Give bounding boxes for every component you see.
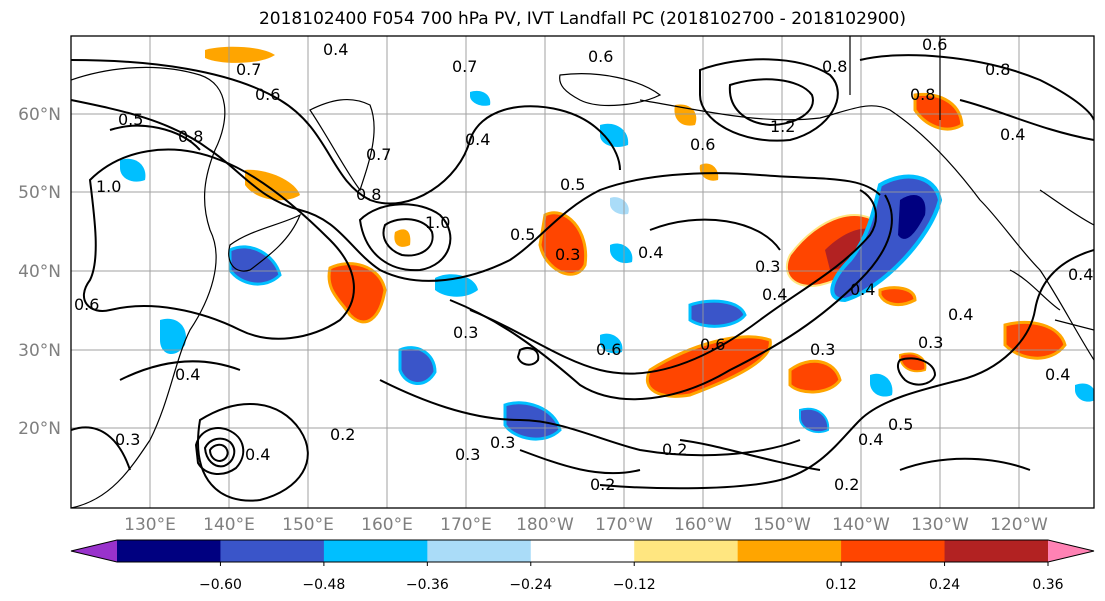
contour-labels: 0.4 0.6 0.7 0.6 0.5 0.8 0.7 0.4 0.5 0.8 …: [74, 35, 1093, 494]
contour-label: 0.6: [255, 85, 280, 104]
lon-tick-label: 140°E: [203, 515, 255, 535]
contour-label: 0.8: [910, 85, 935, 104]
colorbar-tick-label: −0.24: [509, 577, 552, 593]
contour-label: 0.4: [948, 305, 973, 324]
lat-tick-label: 50°N: [18, 183, 61, 203]
contour-label: 0.6: [588, 47, 613, 66]
latitude-labels: 60°N 50°N 40°N 30°N 20°N: [18, 105, 61, 439]
colorbar-tick-label: −0.36: [406, 577, 449, 593]
pv-contours: [71, 54, 1094, 502]
contour-label: 0.8: [822, 57, 847, 76]
lon-tick-label: 160°E: [361, 515, 413, 535]
map-title: 2018102400 F054 700 hPa PV, IVT Landfall…: [258, 9, 906, 29]
colorbar-extend-low: [71, 540, 117, 562]
lat-tick-label: 20°N: [18, 419, 61, 439]
colorbar-outline: [70, 539, 1095, 563]
colorbar-tick-label: 0.36: [1032, 577, 1063, 593]
contour-label: 0.4: [858, 430, 883, 449]
colorbar-segment: [530, 540, 635, 562]
colorbar-segment: [323, 540, 428, 562]
lon-tick-label: 150°E: [282, 515, 334, 535]
lon-tick-label: 160°W: [674, 515, 732, 535]
colorbar-segment: [634, 540, 739, 562]
lon-tick-label: 130°E: [124, 515, 176, 535]
colorbar-segment: [117, 540, 221, 562]
contour-label: 0.4: [245, 445, 270, 464]
contour-label: 0.5: [510, 225, 535, 244]
contour-label: 0.6: [74, 295, 99, 314]
map-frame: [70, 35, 1095, 509]
contour-label: 0.8: [356, 185, 381, 204]
contour-label: 0.3: [453, 323, 478, 342]
contour-label: 0.5: [888, 415, 913, 434]
contour-label: 0.2: [590, 475, 615, 494]
contour-label: 1.2: [770, 117, 795, 136]
contour-label: 0.6: [596, 340, 621, 359]
contour-label: 0.5: [118, 110, 143, 129]
colorbar-segment: [427, 540, 532, 562]
contour-label: 0.4: [465, 130, 490, 149]
contour-label: 0.2: [834, 475, 859, 494]
contour-label: 0.7: [236, 60, 261, 79]
colorbar-segment: [220, 540, 325, 562]
lon-tick-label: 120°W: [990, 515, 1048, 535]
contour-label: 0.4: [1045, 365, 1070, 384]
lon-tick-label: 170°E: [440, 515, 492, 535]
contour-label: 0.6: [700, 335, 725, 354]
colorbar: −0.60−0.48−0.36−0.24−0.120.120.240.360.4…: [70, 539, 1095, 593]
colorbar-segment: [737, 540, 842, 562]
contour-label: 0.4: [175, 365, 200, 384]
colorbar-tick-label: 0.12: [826, 577, 857, 593]
contour-label: 0.4: [638, 243, 663, 262]
coastlines: [71, 36, 1094, 508]
shading-negative: [120, 90, 1094, 441]
contour-label: 0.4: [1068, 265, 1093, 284]
contour-label: 0.4: [323, 40, 348, 59]
contour-label: 1.0: [425, 213, 450, 232]
contour-label: 0.8: [178, 127, 203, 146]
contour-label: 0.7: [366, 145, 391, 164]
map-panel: 0.4 0.6 0.7 0.6 0.5 0.8 0.7 0.4 0.5 0.8 …: [71, 35, 1094, 508]
lon-tick-label: 140°W: [832, 515, 890, 535]
contour-label: 0.3: [555, 245, 580, 264]
contour-label: 0.6: [690, 135, 715, 154]
contour-label: 0.3: [918, 333, 943, 352]
contour-label: 0.3: [490, 433, 515, 452]
contour-label: 0.7: [452, 57, 477, 76]
colorbar-tick-label: 0.24: [929, 577, 960, 593]
lon-tick-label: 180°W: [516, 515, 574, 535]
contour-label: 0.5: [560, 175, 585, 194]
contour-label: 0.4: [1000, 125, 1025, 144]
contour-label: 0.6: [922, 35, 947, 54]
lon-tick-label: 170°W: [595, 515, 653, 535]
colorbar-segment: [841, 540, 946, 562]
contour-label: 0.3: [115, 430, 140, 449]
contour-label: 0.8: [985, 60, 1010, 79]
lat-tick-label: 40°N: [18, 262, 61, 282]
contour-label: 0.2: [330, 425, 355, 444]
lon-tick-label: 130°W: [911, 515, 969, 535]
lon-tick-label: 150°W: [753, 515, 811, 535]
contour-label: 0.2: [662, 440, 687, 459]
contour-label: 1.0: [96, 177, 121, 196]
colorbar-tick-label: −0.12: [613, 577, 656, 593]
colorbar-extend-high: [1048, 540, 1094, 562]
contour-label: 0.4: [762, 285, 787, 304]
lat-tick-label: 60°N: [18, 105, 61, 125]
colorbar-segment: [944, 540, 1049, 562]
shading-positive: [205, 46, 1067, 398]
contour-label: 0.4: [850, 280, 875, 299]
lat-tick-label: 30°N: [18, 341, 61, 361]
contour-label: 0.3: [755, 257, 780, 276]
colorbar-tick-label: −0.60: [199, 577, 242, 593]
longitude-labels: 130°E 140°E 150°E 160°E 170°E 180°W 170°…: [124, 515, 1048, 535]
contour-label: 0.3: [810, 340, 835, 359]
colorbar-tick-label: −0.48: [302, 577, 345, 593]
contour-label: 0.3: [455, 445, 480, 464]
